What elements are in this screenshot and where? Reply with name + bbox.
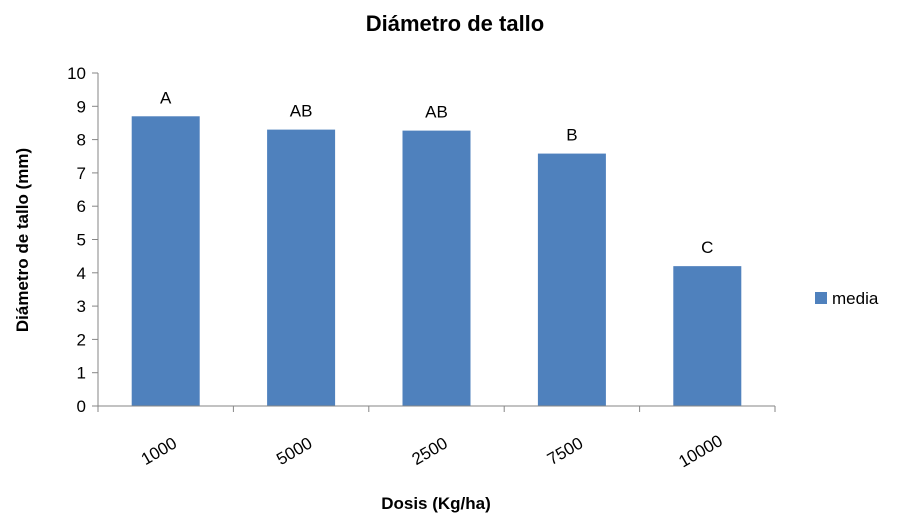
legend-label-media: media [832, 289, 879, 308]
y-tick-label-9: 9 [77, 97, 86, 116]
chart-title: Diámetro de tallo [366, 11, 544, 36]
bar-7500 [537, 153, 606, 406]
y-ticks-group: 0 1 2 3 4 5 6 7 8 9 10 [67, 64, 98, 416]
bar-labels-group: A AB AB B C [160, 88, 713, 257]
x-axis-label: Dosis (Kg/ha) [381, 494, 491, 513]
bars-group [131, 116, 742, 407]
y-tick-label-3: 3 [77, 297, 86, 316]
bar-5000 [267, 129, 336, 407]
x-ticks-group: 1000 5000 2500 7500 10000 [97, 406, 776, 471]
y-tick-label-7: 7 [77, 164, 86, 183]
x-tick-label-7500: 7500 [544, 434, 586, 469]
bar-10000 [673, 266, 742, 406]
legend-swatch-media [815, 292, 827, 304]
bar-data-label-1000: A [160, 88, 172, 107]
bar-1000 [131, 116, 200, 406]
y-tick-label-4: 4 [77, 264, 86, 283]
y-tick-label-10: 10 [67, 64, 86, 83]
bar-data-label-2500: AB [425, 103, 448, 122]
bar-data-label-5000: AB [290, 102, 313, 121]
y-tick-label-5: 5 [77, 231, 86, 250]
bar-2500 [402, 130, 471, 406]
y-tick-label-1: 1 [77, 364, 86, 383]
x-tick-label-10000: 10000 [675, 431, 725, 471]
x-tick-label-5000: 5000 [273, 434, 315, 469]
bar-data-label-7500: B [566, 126, 577, 145]
legend: media [815, 289, 879, 308]
y-tick-label-0: 0 [77, 397, 86, 416]
y-tick-label-6: 6 [77, 197, 86, 216]
bar-data-label-10000: C [701, 238, 713, 257]
x-tick-label-2500: 2500 [409, 434, 451, 469]
y-tick-label-2: 2 [77, 330, 86, 349]
x-tick-label-1000: 1000 [138, 434, 180, 469]
y-axis-label: Diámetro de tallo (mm) [13, 148, 32, 332]
y-tick-label-8: 8 [77, 131, 86, 150]
